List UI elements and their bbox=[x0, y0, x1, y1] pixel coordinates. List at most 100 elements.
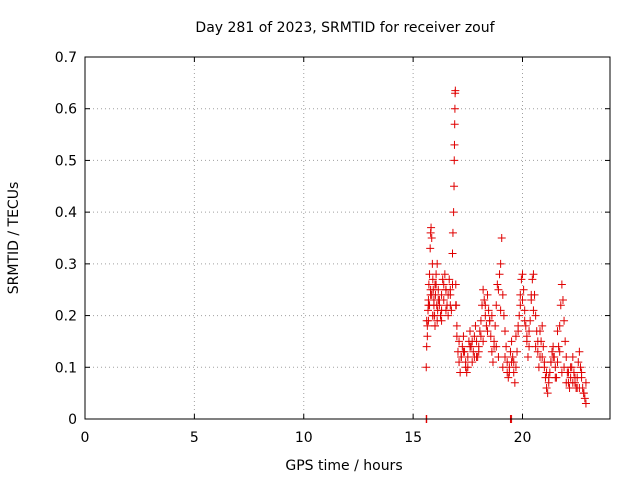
axis-ticks: 0 0.1 0.2 0.3 0.4 0.5 0.6 0.7 0 5 10 15 20 bbox=[55, 50, 610, 446]
data-point bbox=[444, 311, 453, 320]
data-point bbox=[487, 311, 496, 320]
x-tick-label: 10 bbox=[295, 430, 313, 446]
data-point bbox=[485, 316, 494, 325]
x-tick-label: 15 bbox=[404, 430, 422, 446]
data-point bbox=[577, 368, 586, 377]
data-point bbox=[543, 389, 552, 398]
data-point bbox=[496, 306, 505, 315]
data-point bbox=[533, 347, 542, 356]
data-point bbox=[428, 311, 437, 320]
data-point bbox=[555, 321, 564, 330]
data-point bbox=[517, 275, 526, 284]
data-point bbox=[544, 373, 553, 382]
data-point bbox=[509, 358, 518, 367]
data-point bbox=[457, 352, 466, 361]
data-point bbox=[493, 280, 502, 289]
data-point bbox=[528, 275, 537, 284]
data-point bbox=[508, 352, 517, 361]
x-tick-label: 0 bbox=[81, 430, 90, 446]
plot-frame bbox=[84, 56, 611, 420]
data-point bbox=[483, 290, 492, 299]
data-point bbox=[423, 332, 432, 341]
data-point bbox=[471, 321, 480, 330]
data-point bbox=[562, 378, 571, 387]
y-tick-label: 0.1 bbox=[55, 360, 77, 376]
data-point bbox=[574, 358, 583, 367]
data-point bbox=[436, 311, 445, 320]
data-point bbox=[448, 280, 457, 289]
data-point bbox=[470, 352, 479, 361]
data-point bbox=[546, 358, 555, 367]
data-point bbox=[450, 104, 459, 113]
data-point bbox=[555, 347, 564, 356]
data-point bbox=[556, 301, 565, 310]
data-point bbox=[551, 363, 560, 372]
data-point bbox=[580, 394, 589, 403]
data-point bbox=[441, 285, 450, 294]
data-point bbox=[479, 337, 488, 346]
y-tick-label: 0.7 bbox=[55, 50, 77, 66]
data-point bbox=[529, 306, 538, 315]
data-point bbox=[476, 316, 485, 325]
data-point bbox=[462, 368, 471, 377]
data-point bbox=[502, 342, 511, 351]
y-tick-label: 0.5 bbox=[55, 153, 77, 169]
data-point bbox=[488, 358, 497, 367]
data-point bbox=[437, 306, 446, 315]
y-axis-label: SRMTID / TECUs bbox=[6, 182, 22, 295]
data-point bbox=[496, 259, 505, 268]
y-tick-label: 0.4 bbox=[55, 205, 77, 221]
data-point bbox=[549, 352, 558, 361]
data-point bbox=[422, 342, 431, 351]
data-point bbox=[560, 316, 569, 325]
data-point bbox=[519, 285, 528, 294]
data-point bbox=[424, 301, 433, 310]
data-point bbox=[491, 321, 500, 330]
data-point bbox=[461, 358, 470, 367]
data-point bbox=[568, 352, 577, 361]
data-point bbox=[450, 156, 459, 165]
data-point bbox=[529, 270, 538, 279]
data-point bbox=[520, 316, 529, 325]
data-point bbox=[450, 140, 459, 149]
data-point bbox=[536, 327, 544, 336]
data-point bbox=[476, 332, 485, 341]
x-tick-label: 20 bbox=[514, 430, 532, 446]
data-point bbox=[521, 321, 530, 330]
data-point bbox=[468, 337, 477, 346]
data-point bbox=[487, 347, 496, 356]
data-point bbox=[480, 296, 489, 305]
data-point bbox=[523, 352, 532, 361]
data-point bbox=[515, 311, 524, 320]
data-point bbox=[554, 342, 563, 351]
data-point bbox=[437, 316, 446, 325]
grid-lines bbox=[85, 57, 610, 419]
data-point bbox=[514, 321, 523, 330]
data-point bbox=[516, 301, 525, 310]
data-point bbox=[498, 363, 507, 372]
data-point bbox=[525, 327, 534, 336]
data-point bbox=[483, 327, 492, 336]
data-point bbox=[492, 301, 501, 310]
data-point bbox=[451, 86, 460, 95]
data-point bbox=[422, 363, 431, 372]
data-point bbox=[431, 321, 439, 330]
data-point bbox=[422, 316, 431, 325]
data-point bbox=[466, 342, 474, 351]
data-point bbox=[452, 332, 461, 341]
data-point bbox=[458, 342, 467, 351]
data-point bbox=[446, 290, 455, 299]
data-point bbox=[450, 182, 459, 191]
data-point bbox=[495, 270, 504, 279]
data-point bbox=[490, 337, 499, 346]
chart-title: Day 281 of 2023, SRMTID for receiver zou… bbox=[195, 20, 495, 36]
data-point bbox=[505, 368, 514, 377]
data-point bbox=[513, 347, 522, 356]
data-point bbox=[427, 234, 436, 242]
data-point bbox=[455, 337, 464, 346]
data-point bbox=[575, 383, 584, 392]
data-point bbox=[475, 327, 484, 336]
y-tick-label: 0.3 bbox=[55, 257, 77, 273]
data-point bbox=[484, 306, 493, 315]
